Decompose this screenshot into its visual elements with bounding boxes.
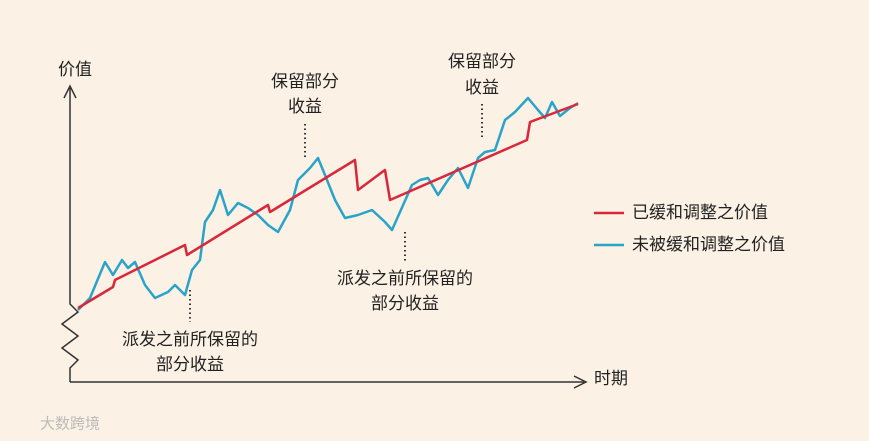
- x-arrow: [573, 375, 588, 389]
- legend-label: 未被缓和调整之价值: [632, 235, 785, 255]
- x-axis-label: 时期: [594, 369, 628, 389]
- leaders: [189, 104, 483, 322]
- annotation: 部分收益: [156, 355, 224, 375]
- y-axis: [60, 88, 80, 382]
- annotation: 派发之前所保留的: [122, 330, 258, 350]
- annotation: 保留部分: [271, 72, 339, 92]
- annotation: 收益: [288, 97, 322, 117]
- annotation: 派发之前所保留的: [337, 269, 473, 289]
- annotation: 保留部分: [448, 52, 516, 72]
- series-line: [77, 102, 579, 310]
- y-axis-label: 价值: [58, 60, 92, 80]
- legend-label: 已缓和调整之价值: [632, 203, 768, 223]
- annotation: 部分收益: [371, 294, 439, 314]
- y-arrow: [63, 84, 77, 99]
- watermark: 大数跨境: [40, 415, 100, 433]
- series-line: [77, 96, 579, 311]
- annotation: 收益: [465, 78, 499, 98]
